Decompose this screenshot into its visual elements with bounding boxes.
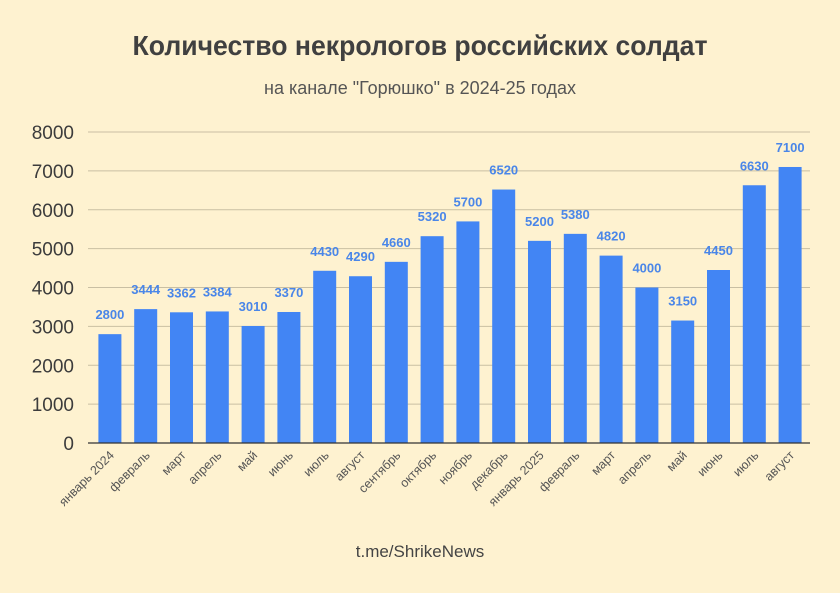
y-tick-label: 2000 [32, 356, 74, 377]
bar [241, 325, 265, 443]
data-label: 4290 [346, 249, 375, 264]
bar [456, 221, 480, 443]
y-tick-label: 8000 [32, 123, 74, 144]
x-tick-label: октябрь [397, 448, 439, 490]
bar [742, 185, 766, 444]
bar [170, 312, 193, 443]
y-tick-label: 6000 [32, 201, 74, 222]
x-tick-label: июль [301, 448, 332, 479]
x-tick-label: август [762, 448, 798, 484]
bar [420, 236, 444, 443]
bar [134, 309, 158, 443]
bar [277, 311, 301, 443]
x-tick-label: июнь [695, 448, 726, 479]
x-tick-label: май [234, 448, 260, 474]
x-tick-label: январь 2024 [56, 448, 117, 509]
data-label: 3384 [203, 284, 233, 299]
data-label: 5700 [453, 194, 482, 209]
data-label: 7100 [776, 140, 805, 155]
bar [384, 261, 408, 443]
bar [349, 276, 372, 443]
data-label: 4660 [382, 235, 411, 250]
y-tick-label: 3000 [32, 317, 74, 338]
bar [98, 334, 122, 443]
x-tick-label: март [589, 448, 619, 478]
source-link: t.me/ShrikeNews [355, 542, 485, 561]
data-label: 4820 [597, 229, 626, 244]
data-label: 5200 [525, 214, 554, 229]
bar [671, 320, 695, 443]
y-tick-label: 0 [63, 434, 74, 455]
data-label: 3370 [274, 285, 303, 300]
x-tick-label: май [664, 448, 690, 474]
y-tick-label: 1000 [32, 395, 74, 416]
x-tick-label: июнь [265, 448, 296, 479]
bar [778, 166, 802, 444]
x-tick-label: апрель [186, 448, 225, 487]
data-label: 4450 [704, 243, 733, 258]
data-label: 3010 [239, 299, 268, 314]
data-label: 2800 [95, 307, 124, 322]
x-tick-label: март [159, 448, 189, 478]
bar [563, 233, 587, 443]
chart-subtitle: на канале "Горюшко" в 2024-25 годах [264, 78, 576, 98]
bar [635, 287, 659, 443]
data-label: 6630 [740, 158, 769, 173]
x-tick-label: апрель [615, 448, 654, 487]
data-label: 6520 [489, 163, 518, 178]
data-label: 5320 [418, 209, 447, 224]
bar [205, 311, 229, 443]
bar [313, 270, 337, 443]
y-tick-label: 5000 [32, 240, 74, 261]
bar [707, 270, 730, 443]
data-label: 3362 [167, 285, 196, 300]
bar [492, 189, 516, 443]
x-tick-label: июль [730, 448, 761, 479]
y-tick-label: 7000 [32, 162, 74, 183]
data-label: 4430 [310, 244, 339, 259]
data-label: 5380 [561, 207, 590, 222]
data-label: 3150 [668, 294, 697, 309]
data-label: 4000 [632, 261, 661, 276]
bar [528, 240, 551, 443]
bar [599, 255, 623, 443]
chart-title: Количество некрологов российских солдат [132, 30, 708, 61]
y-tick-label: 4000 [32, 279, 74, 300]
data-label: 3444 [131, 282, 161, 297]
